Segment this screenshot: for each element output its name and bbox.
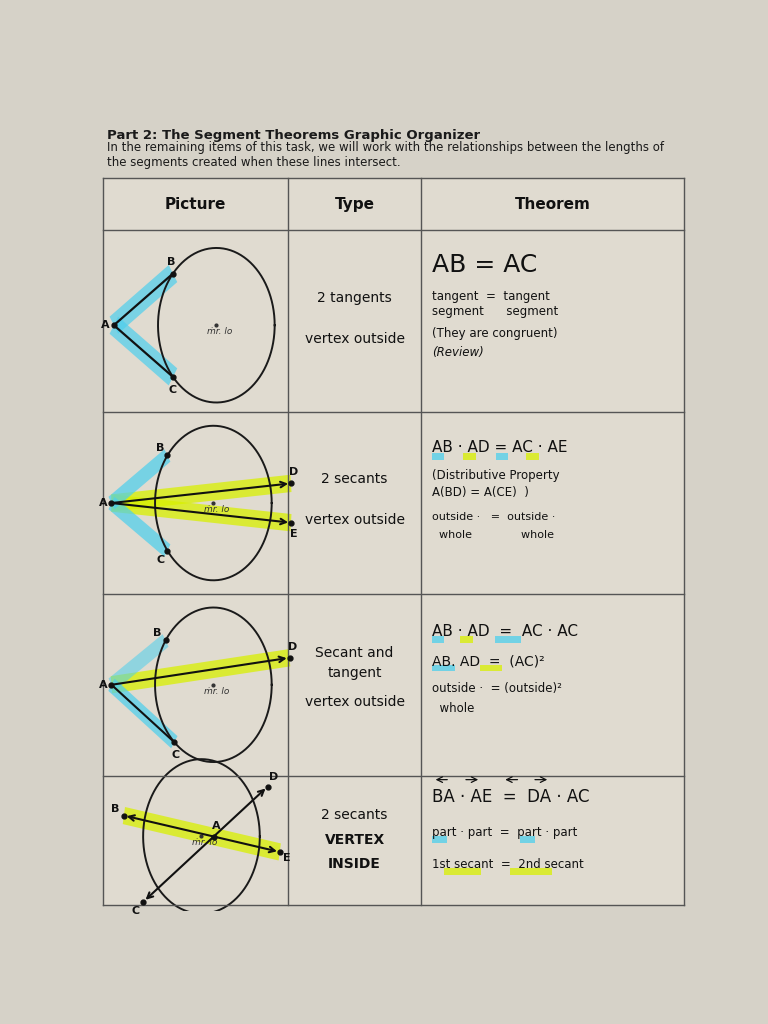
Text: In the remaining items of this task, we will work with the relationships between: In the remaining items of this task, we … bbox=[107, 141, 664, 169]
Bar bbox=[496, 454, 508, 461]
Text: ṁr. lo: ṁr. lo bbox=[204, 505, 229, 514]
Text: Picture: Picture bbox=[165, 197, 227, 212]
Text: E: E bbox=[290, 528, 298, 539]
Text: B: B bbox=[156, 442, 164, 453]
Text: E: E bbox=[283, 853, 291, 863]
Text: C: C bbox=[171, 750, 180, 760]
Text: ṁr. lo: ṁr. lo bbox=[204, 686, 229, 695]
Text: vertex outside: vertex outside bbox=[305, 513, 405, 527]
Polygon shape bbox=[111, 495, 292, 531]
Bar bbox=[432, 454, 444, 461]
Text: outside ·  = (outside)²: outside · = (outside)² bbox=[432, 682, 562, 695]
Bar bbox=[520, 837, 535, 843]
Text: 1st secant  =  2nd secant: 1st secant = 2nd secant bbox=[432, 857, 584, 870]
Bar bbox=[432, 636, 444, 643]
Polygon shape bbox=[111, 475, 292, 512]
Polygon shape bbox=[108, 497, 170, 557]
Text: A: A bbox=[101, 321, 110, 330]
Bar bbox=[432, 665, 455, 672]
Text: B: B bbox=[167, 257, 175, 266]
Text: B: B bbox=[153, 628, 161, 638]
Text: tangent: tangent bbox=[327, 666, 382, 680]
Bar bbox=[526, 454, 539, 461]
Text: 2 secants: 2 secants bbox=[322, 472, 388, 486]
Text: AB. AD  =  (AC)²: AB. AD = (AC)² bbox=[432, 654, 545, 668]
Text: (They are congruent): (They are congruent) bbox=[432, 327, 558, 340]
Text: AB · AD = AC · AE: AB · AD = AC · AE bbox=[432, 440, 568, 456]
Bar bbox=[495, 636, 521, 643]
Text: D: D bbox=[290, 467, 299, 477]
Text: tangent  =  tangent: tangent = tangent bbox=[432, 290, 550, 302]
Text: 2 tangents: 2 tangents bbox=[317, 291, 392, 304]
Text: AB = AC: AB = AC bbox=[432, 253, 538, 276]
Text: ṁr. lo: ṁr. lo bbox=[192, 839, 217, 847]
Text: C: C bbox=[131, 906, 139, 916]
Text: Part 2: The Segment Theorems Graphic Organizer: Part 2: The Segment Theorems Graphic Org… bbox=[107, 129, 480, 142]
Text: Type: Type bbox=[335, 197, 375, 212]
Text: Theorem: Theorem bbox=[515, 197, 591, 212]
Bar bbox=[480, 665, 502, 672]
Polygon shape bbox=[108, 634, 168, 691]
Polygon shape bbox=[123, 807, 281, 860]
Bar bbox=[463, 454, 476, 461]
Text: A(BD) = A(CE)  ): A(BD) = A(CE) ) bbox=[432, 486, 529, 500]
Polygon shape bbox=[110, 316, 177, 385]
Text: segment      segment: segment segment bbox=[432, 304, 558, 317]
Bar bbox=[510, 868, 552, 876]
Polygon shape bbox=[111, 649, 290, 693]
Text: INSIDE: INSIDE bbox=[328, 857, 381, 871]
Text: C: C bbox=[156, 555, 164, 565]
Text: (Distributive Property: (Distributive Property bbox=[432, 469, 560, 482]
Text: outside ·   =  outside ·: outside · = outside · bbox=[432, 512, 555, 522]
Text: D: D bbox=[288, 642, 297, 651]
Text: ṁr. lo: ṁr. lo bbox=[207, 327, 232, 336]
Text: VERTEX: VERTEX bbox=[325, 834, 385, 847]
Text: AB · AD  =  AC · AC: AB · AD = AC · AC bbox=[432, 624, 578, 639]
Bar bbox=[432, 837, 447, 843]
Text: A: A bbox=[99, 498, 108, 508]
Bar bbox=[444, 868, 481, 876]
Bar bbox=[459, 636, 472, 643]
Polygon shape bbox=[110, 265, 177, 334]
Text: C: C bbox=[169, 385, 177, 394]
Text: BA · AE  =  DA · AC: BA · AE = DA · AC bbox=[432, 788, 590, 806]
Text: Secant and: Secant and bbox=[316, 646, 394, 660]
Text: A: A bbox=[99, 680, 108, 690]
Polygon shape bbox=[108, 679, 177, 749]
Text: A: A bbox=[212, 821, 220, 831]
Text: D: D bbox=[269, 772, 278, 782]
Text: part · part  =  part · part: part · part = part · part bbox=[432, 826, 578, 839]
Text: vertex outside: vertex outside bbox=[305, 332, 405, 346]
Text: B: B bbox=[111, 804, 120, 814]
Text: (Review): (Review) bbox=[432, 346, 484, 359]
Text: whole              whole: whole whole bbox=[432, 529, 554, 540]
Text: vertex outside: vertex outside bbox=[305, 695, 405, 710]
Text: 2 secants: 2 secants bbox=[322, 808, 388, 822]
Polygon shape bbox=[108, 450, 170, 509]
Text: whole: whole bbox=[432, 701, 475, 715]
